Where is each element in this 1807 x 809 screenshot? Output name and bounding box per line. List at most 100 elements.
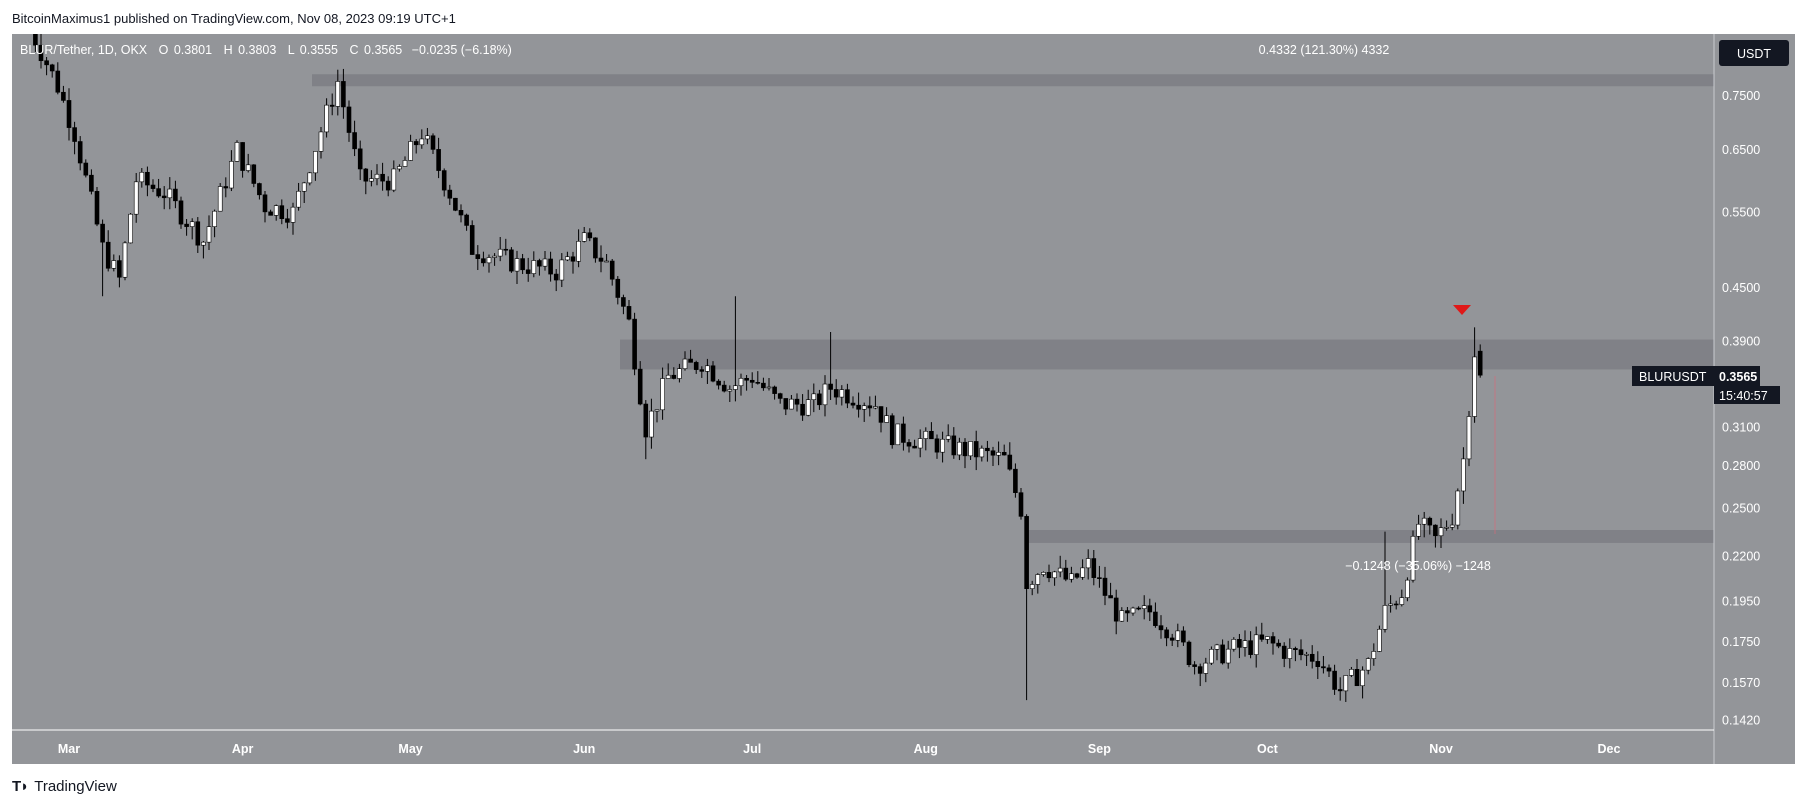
chart-frame[interactable]: 0.7500 0.6500 0.5500 0.4500 0.3900 0.3100 0.28…	[12, 34, 1795, 764]
candle-body	[217, 186, 223, 212]
candle-body	[1069, 573, 1074, 580]
candle-series	[33, 34, 1483, 702]
candle-body	[273, 205, 279, 216]
candle-body	[1209, 648, 1214, 664]
candle-body	[139, 171, 145, 183]
candle-body	[55, 70, 61, 93]
candle-body	[447, 189, 453, 199]
legend-close-value: 0.3565	[364, 43, 402, 57]
candle-body	[884, 415, 889, 423]
candle-body	[1041, 572, 1046, 575]
candle-body	[212, 210, 217, 227]
candle-body	[486, 257, 492, 264]
candle-body	[1287, 648, 1293, 659]
candle-body	[688, 358, 693, 363]
candle-body	[878, 406, 884, 423]
horizontal-zones	[312, 74, 1714, 543]
candle-body	[49, 64, 55, 72]
candle-body	[122, 242, 128, 278]
time-tick-label: Sep	[1088, 742, 1111, 756]
candle-body	[929, 430, 934, 440]
candle-body	[621, 297, 626, 307]
legend-high-label: H	[224, 43, 233, 57]
candle-body	[1321, 666, 1326, 669]
tradingview-logo[interactable]: T◗ TradingView	[12, 778, 117, 795]
candle-body	[324, 104, 329, 133]
candle-body	[464, 214, 469, 226]
candle-body	[1365, 658, 1371, 671]
candle-body	[1332, 670, 1337, 690]
candle-body	[559, 259, 565, 281]
candle-body	[906, 442, 912, 447]
candle-body	[1119, 610, 1125, 622]
candle-body	[1097, 577, 1102, 579]
candle-body	[850, 402, 856, 406]
candle-body	[307, 172, 313, 184]
price-axis-ticks: 0.7500 0.6500 0.5500 0.4500 0.3900 0.3100 0.28…	[1722, 89, 1760, 728]
candle-body	[873, 406, 878, 409]
countdown-tag	[1714, 386, 1780, 404]
candle-body	[1371, 651, 1377, 659]
resistance-zone	[1027, 530, 1714, 543]
candle-body	[912, 445, 917, 449]
candle-body	[44, 60, 49, 66]
candle-body	[1102, 577, 1108, 596]
candle-body	[497, 248, 503, 257]
candle-body	[441, 170, 447, 191]
price-chart[interactable]: 0.7500 0.6500 0.5500 0.4500 0.3900 0.3100 0.28…	[12, 34, 1795, 764]
time-tick-label: Jul	[743, 742, 761, 756]
candle-body	[38, 44, 44, 62]
candle-body	[817, 393, 822, 406]
candle-body	[1315, 661, 1321, 667]
candle-body	[66, 100, 72, 128]
candle-body	[766, 386, 772, 389]
candle-body	[1242, 640, 1248, 648]
candle-body	[234, 142, 240, 162]
candle-body	[1433, 524, 1438, 537]
price-tag-value: 0.3565	[1719, 370, 1757, 384]
currency-button[interactable]	[1719, 40, 1789, 66]
time-axis-panel[interactable]	[12, 730, 1714, 764]
price-tick-label: 0.2800	[1722, 459, 1760, 473]
price-tag	[1632, 366, 1760, 386]
candle-body	[811, 393, 817, 400]
candle-body	[1360, 669, 1365, 687]
candle-body	[615, 278, 621, 298]
candle-body	[1169, 637, 1175, 641]
candle-body	[1063, 567, 1069, 580]
candle-body	[917, 438, 923, 449]
candle-body	[1231, 639, 1237, 650]
candle-body	[503, 248, 509, 251]
plot-area[interactable]	[12, 34, 1714, 730]
candle-body	[1197, 666, 1203, 674]
candle-body	[581, 232, 587, 242]
candle-body	[1237, 639, 1242, 648]
candle-body	[1382, 605, 1388, 630]
candle-body	[761, 382, 766, 389]
candle-body	[195, 221, 201, 246]
candle-body	[167, 188, 173, 199]
candle-body	[1113, 597, 1119, 622]
candle-body	[520, 258, 525, 271]
candle-body	[660, 378, 665, 411]
candle-body	[710, 365, 716, 382]
candle-body	[1164, 629, 1169, 639]
candle-body	[1416, 523, 1421, 537]
candle-body	[839, 389, 845, 398]
candle-body	[201, 241, 206, 246]
candle-body	[649, 410, 654, 438]
down-arrow-icon	[1453, 305, 1471, 315]
candle-body	[923, 430, 929, 439]
candle-body	[856, 404, 861, 410]
time-tick-label: May	[398, 742, 422, 756]
candle-body	[1214, 644, 1220, 650]
candle-body	[637, 368, 643, 405]
candle-body	[150, 184, 156, 189]
candle-body	[1298, 649, 1304, 656]
candle-body	[654, 409, 660, 412]
candle-body	[643, 403, 649, 438]
candle-body	[369, 178, 374, 182]
candle-body	[968, 441, 973, 457]
candle-body	[94, 191, 100, 225]
measure-up-label: 0.4332 (121.30%) 4332	[1259, 43, 1390, 57]
